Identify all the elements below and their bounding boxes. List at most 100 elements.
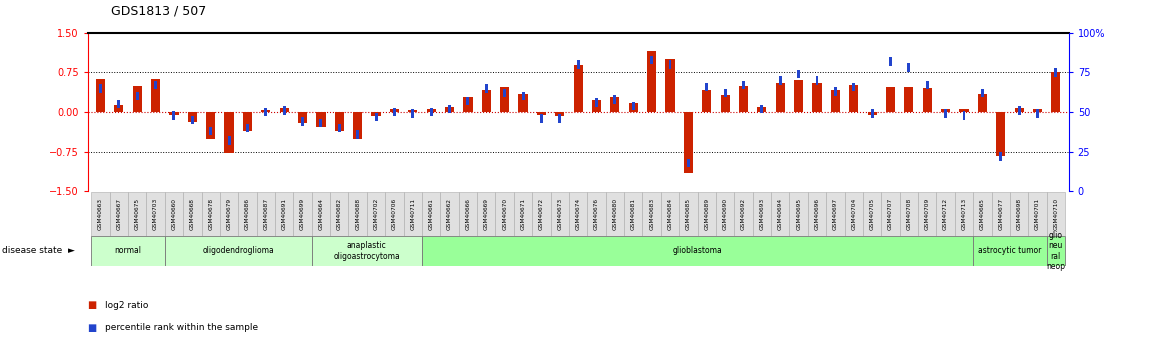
Bar — [870, 109, 874, 118]
Bar — [183, 192, 202, 236]
Bar — [96, 79, 105, 112]
Text: GSM40706: GSM40706 — [392, 198, 397, 230]
Bar — [190, 116, 194, 124]
Text: GSM40698: GSM40698 — [1016, 198, 1022, 230]
Bar — [577, 60, 579, 69]
Bar — [981, 89, 983, 97]
Bar — [540, 114, 543, 123]
Text: GSM40671: GSM40671 — [521, 198, 526, 230]
Bar — [926, 81, 929, 89]
Text: GSM40692: GSM40692 — [741, 198, 746, 230]
Bar — [724, 89, 726, 97]
Bar — [522, 92, 524, 100]
Bar — [661, 192, 680, 236]
Text: GSM40666: GSM40666 — [465, 198, 471, 230]
Bar — [668, 60, 672, 69]
Bar — [813, 83, 821, 112]
Bar — [274, 192, 293, 236]
Bar — [335, 112, 343, 131]
Bar — [146, 192, 165, 236]
Text: GSM40677: GSM40677 — [999, 198, 1003, 230]
Bar — [312, 192, 331, 236]
Bar — [882, 192, 899, 236]
Text: anaplastic
oligoastrocytoma: anaplastic oligoastrocytoma — [334, 241, 401, 261]
Bar — [464, 97, 473, 112]
Text: glioblastoma: glioblastoma — [673, 246, 723, 256]
Text: GSM40665: GSM40665 — [980, 198, 985, 230]
Bar — [279, 108, 288, 112]
Bar — [978, 93, 987, 112]
Bar — [1047, 236, 1065, 266]
Bar — [209, 127, 213, 135]
Bar — [353, 112, 362, 139]
Bar — [687, 159, 690, 167]
Bar — [262, 110, 271, 112]
Bar — [937, 192, 954, 236]
Bar — [595, 98, 598, 107]
Bar — [588, 192, 606, 236]
Text: ■: ■ — [88, 323, 97, 333]
Text: GSM40660: GSM40660 — [172, 198, 176, 230]
Bar — [114, 105, 124, 112]
Bar — [445, 107, 454, 112]
Text: GSM40688: GSM40688 — [355, 198, 360, 230]
Bar — [592, 100, 602, 112]
Bar — [385, 192, 404, 236]
Bar — [246, 124, 249, 132]
Bar — [1047, 192, 1065, 236]
Text: GSM40672: GSM40672 — [538, 198, 544, 230]
Text: GDS1813 / 507: GDS1813 / 507 — [111, 4, 207, 17]
Bar — [550, 192, 569, 236]
Bar — [697, 192, 716, 236]
Bar — [1028, 192, 1047, 236]
Text: GSM40673: GSM40673 — [557, 198, 562, 230]
Bar — [613, 95, 617, 104]
Text: GSM40697: GSM40697 — [833, 198, 837, 230]
Bar — [779, 76, 781, 85]
Bar — [422, 192, 440, 236]
Text: GSM40680: GSM40680 — [612, 198, 618, 230]
Bar — [173, 111, 175, 119]
Bar — [408, 110, 417, 112]
Text: GSM40689: GSM40689 — [704, 198, 709, 230]
Bar — [426, 109, 436, 112]
Text: GSM40663: GSM40663 — [98, 198, 103, 230]
Bar — [798, 70, 800, 78]
Bar — [533, 192, 550, 236]
Bar — [908, 63, 910, 72]
Text: GSM40667: GSM40667 — [117, 198, 121, 230]
Bar — [206, 112, 215, 139]
Bar — [944, 109, 947, 118]
Bar — [466, 97, 470, 105]
Bar — [742, 81, 745, 89]
Bar — [632, 101, 634, 110]
Bar — [367, 192, 385, 236]
Bar — [390, 109, 399, 112]
Bar — [154, 81, 157, 89]
Bar — [830, 90, 840, 112]
Bar — [606, 192, 624, 236]
Bar — [683, 112, 693, 173]
Bar — [941, 109, 951, 112]
Bar — [301, 117, 304, 126]
Bar — [320, 119, 322, 127]
Text: GSM40683: GSM40683 — [649, 198, 654, 230]
Bar — [1051, 72, 1061, 112]
Text: GSM40710: GSM40710 — [1054, 198, 1058, 230]
Bar — [771, 192, 790, 236]
Text: GSM40696: GSM40696 — [814, 198, 820, 230]
Text: normal: normal — [114, 246, 141, 256]
Bar — [430, 108, 432, 116]
Text: GSM40684: GSM40684 — [668, 198, 673, 230]
Bar — [228, 137, 230, 145]
Bar — [757, 107, 766, 112]
Bar — [356, 130, 359, 139]
Bar — [834, 87, 836, 96]
Bar — [411, 109, 415, 118]
Bar — [760, 105, 764, 113]
Text: GSM40708: GSM40708 — [906, 198, 911, 230]
Bar — [91, 236, 165, 266]
Text: GSM40704: GSM40704 — [851, 198, 856, 230]
Bar — [348, 192, 367, 236]
Text: GSM40668: GSM40668 — [190, 198, 195, 230]
